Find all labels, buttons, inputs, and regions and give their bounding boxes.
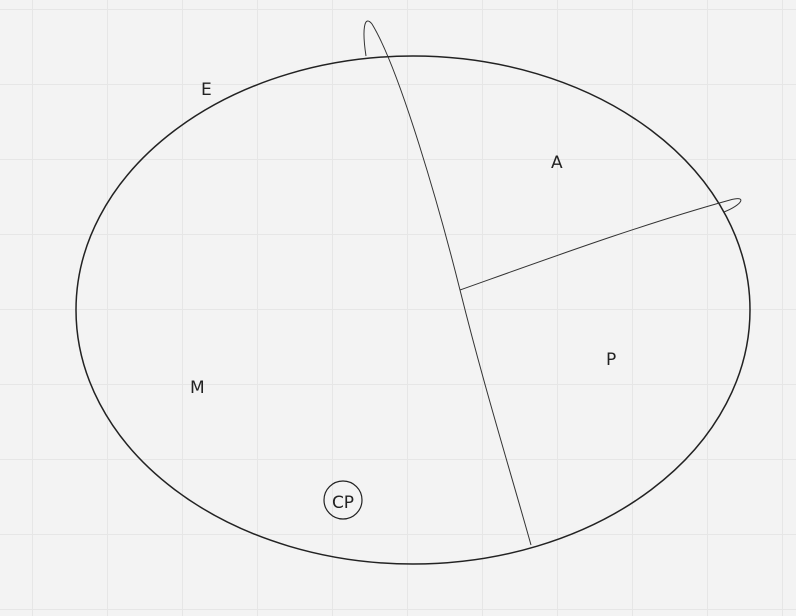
dividing-line-right[interactable] (459, 198, 742, 291)
label-p[interactable]: P (606, 350, 616, 370)
outer-ellipse[interactable] (75, 55, 751, 565)
cp-circle[interactable] (323, 480, 363, 520)
label-a[interactable]: A (551, 153, 563, 173)
label-e[interactable]: E (201, 80, 212, 100)
label-m[interactable]: M (190, 378, 205, 398)
dividing-line-vertical[interactable] (363, 20, 532, 546)
label-cp[interactable]: CP (332, 493, 354, 513)
